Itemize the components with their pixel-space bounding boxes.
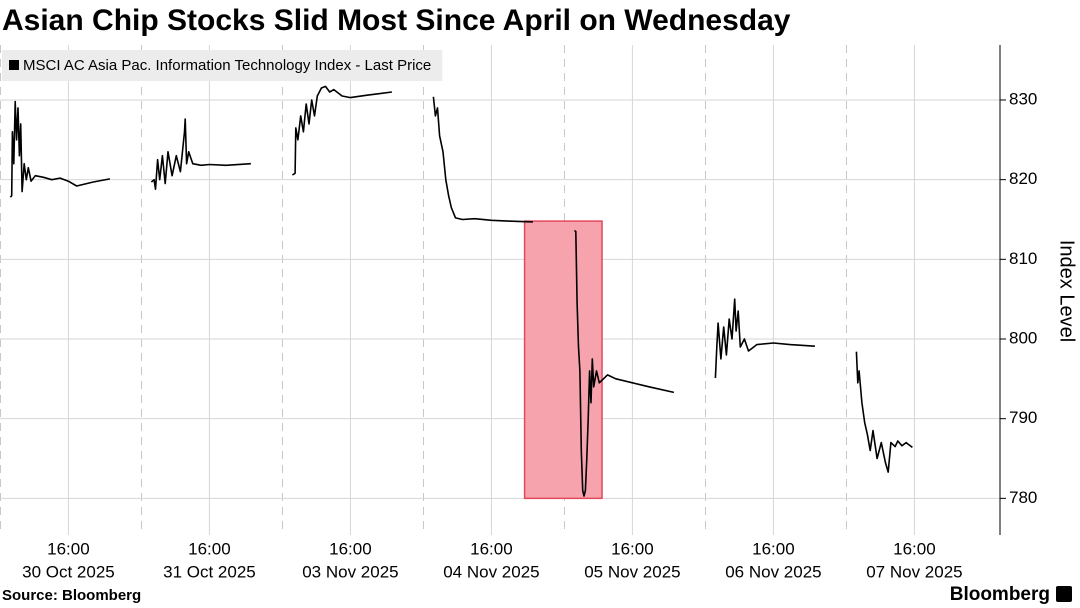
x-tick-label: 05 Nov 2025 bbox=[584, 562, 680, 581]
x-tick-label: 03 Nov 2025 bbox=[302, 562, 398, 581]
chart-title: Asian Chip Stocks Slid Most Since April … bbox=[2, 4, 791, 37]
x-tick-label: 07 Nov 2025 bbox=[866, 562, 962, 581]
source: Source: Bloomberg bbox=[2, 587, 141, 604]
x-tick-label: 16:00 bbox=[47, 539, 90, 558]
legend-label: MSCI AC Asia Pac. Information Technology… bbox=[23, 57, 431, 74]
y-tick-label: 780 bbox=[1009, 488, 1037, 507]
y-axis-label: Index Level bbox=[1056, 240, 1078, 342]
x-tick-label: 16:00 bbox=[188, 539, 231, 558]
price-line bbox=[9, 85, 913, 497]
foreground-layer: 780 790 800 810 820 830 16:00 30 Oct 2025 16:00 3… bbox=[2, 45, 1037, 581]
legend-swatch bbox=[9, 60, 19, 70]
x-tick-label: 16:00 bbox=[470, 539, 513, 558]
x-tick-label: 30 Oct 2025 bbox=[22, 562, 115, 581]
grid-layer bbox=[0, 45, 1000, 535]
x-tick-label: 16:00 bbox=[752, 539, 795, 558]
x-tick-label: 16:00 bbox=[329, 539, 372, 558]
marks-layer bbox=[9, 85, 913, 500]
x-tick-label: 06 Nov 2025 bbox=[725, 562, 821, 581]
highlight-box bbox=[523, 220, 603, 500]
y-tick-label: 830 bbox=[1009, 89, 1037, 108]
y-tick-label: 800 bbox=[1009, 328, 1037, 347]
brand-icon bbox=[1056, 586, 1072, 602]
brand: Bloomberg bbox=[950, 584, 1050, 605]
legend: MSCI AC Asia Pac. Information Technology… bbox=[2, 50, 443, 81]
y-tick-label: 810 bbox=[1009, 249, 1037, 268]
x-tick-label: 16:00 bbox=[893, 539, 936, 558]
legend-box bbox=[2, 50, 443, 81]
y-tick-label: 820 bbox=[1009, 169, 1037, 188]
y-tick-label: 790 bbox=[1009, 408, 1037, 427]
x-tick-label: 31 Oct 2025 bbox=[163, 562, 256, 581]
x-tick-label: 16:00 bbox=[611, 539, 654, 558]
x-tick-label: 04 Nov 2025 bbox=[443, 562, 539, 581]
